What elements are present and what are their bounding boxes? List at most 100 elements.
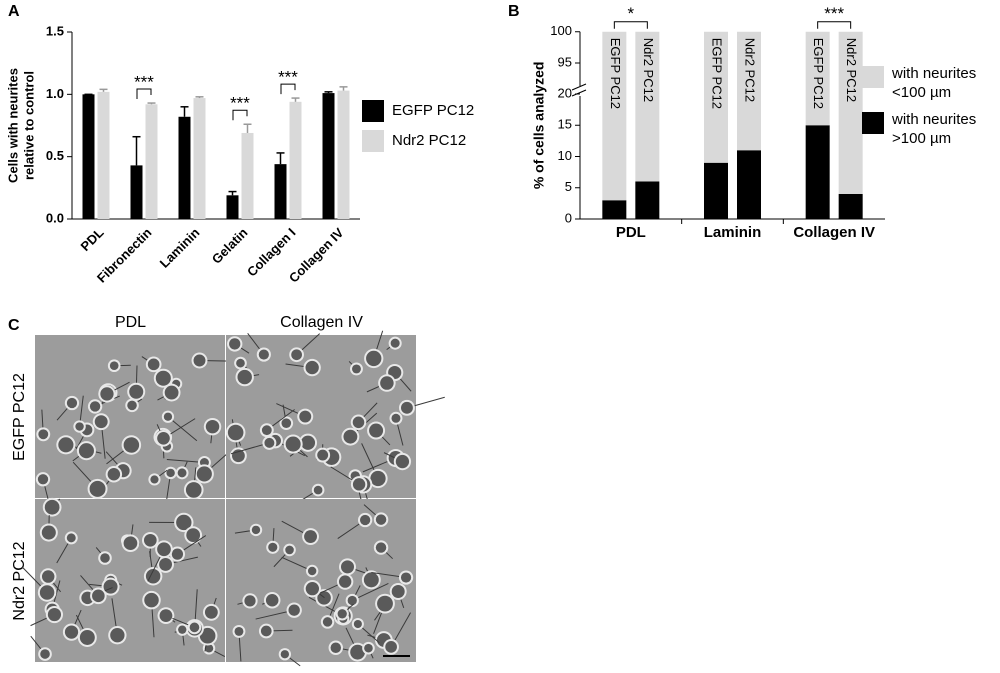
cell-body [363,572,379,588]
cell-body [129,384,144,399]
bar-segment [838,194,863,219]
cell-body [234,626,244,636]
annotation: *** [134,73,154,92]
neurite [352,582,389,601]
bar-segment [704,31,728,163]
significance-bracket [232,109,248,121]
cell-body [304,530,317,543]
y-tick-label: 0.5 [46,148,64,163]
cell-body [291,349,302,361]
cell-body [157,431,170,445]
y-tick-label: 0 [565,210,572,225]
cell-body [285,436,301,452]
annotation: *** [278,68,298,87]
cell-body [185,482,202,498]
cell-body [163,412,173,421]
cell-body [199,627,216,644]
cell-body [164,385,179,400]
cell-body [305,581,320,596]
bar [130,165,143,219]
cell-body [353,619,362,629]
cell-body [196,466,212,482]
bar-segment [737,31,761,151]
y-tick-label: 20 [558,85,572,100]
legend-label: with neurites <100 µm [892,65,977,101]
cell-body [299,410,312,423]
cell-body [390,338,400,348]
cell-body [193,354,206,367]
cell-body [157,542,171,557]
y-tick-label: 95 [558,54,572,69]
cell-body [66,533,76,543]
cell-body [380,376,394,390]
cell-body [155,370,171,386]
cell-body [366,350,382,367]
cell-body [177,468,187,478]
x-tick-label: Laminin [157,225,203,271]
cell-body [268,542,278,552]
panel-letter: A [8,3,20,20]
annotation: * [628,4,635,23]
annotation: *** [824,4,844,23]
x-tick-label: Gelatin [209,225,251,267]
cell-body [305,360,319,375]
cell-body [123,536,138,551]
cell-body [400,401,413,414]
annotation: *** [230,94,250,113]
row-label: Ndr2 PC12 [11,541,28,620]
cell-body [100,387,114,401]
cell-body [317,449,329,461]
micrograph [35,499,225,662]
cell-body [391,413,401,423]
cell-body [280,650,290,659]
cell-body [89,480,106,497]
cell-body [264,437,275,448]
cell-body [109,361,119,371]
significance-bracket [613,21,648,29]
cells [232,504,414,667]
legend-label: with neurites >100 µm [892,111,977,147]
cell-body [227,424,244,441]
cell-body [352,478,366,491]
cell-body [281,418,292,428]
cell-body [100,553,110,563]
bar-segment [635,31,660,182]
cell-body [143,533,157,547]
y-axis-label: relative to control [21,71,36,180]
cell-body [370,470,386,487]
cell-body [338,575,352,588]
cell-body [265,593,279,607]
legend-label: Ndr2 PC12 [392,132,467,149]
cell-body [330,642,342,653]
cell-body [171,548,184,560]
cell-body [41,525,56,540]
cell-body [38,429,49,440]
cell-body [176,514,192,531]
bar-segment [805,125,830,219]
x-tick-label: PDL [78,225,107,254]
cell-body [261,425,272,436]
cell-body [260,625,272,637]
bar [193,98,206,219]
cell-body [159,557,173,571]
column-label: PDL [115,314,146,331]
cell-body [127,400,137,411]
cell-body [359,514,371,526]
cell-body [39,585,55,600]
bar-label: EGFP PC12 [608,38,623,109]
cell-body [258,349,269,360]
cell-body [147,358,160,371]
cell-body [375,514,387,525]
cell-body [47,607,62,622]
axis-break [571,89,587,97]
bar [337,90,350,220]
cell-body [237,369,252,385]
cell-body [288,604,300,616]
y-tick-label: 15 [558,117,572,132]
cell-body [391,585,405,598]
group-label: PDL [616,224,646,241]
cell-body [79,629,95,645]
bar [82,94,95,219]
cell-body [244,595,256,607]
